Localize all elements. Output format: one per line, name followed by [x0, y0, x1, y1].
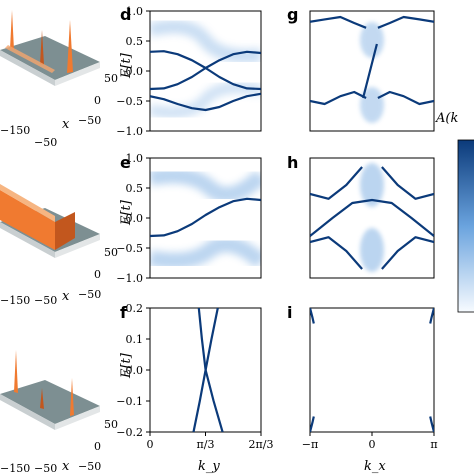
y-tick-label: 1.0	[126, 5, 144, 18]
band-line-h-4	[381, 236, 434, 270]
band-line-f-1	[197, 308, 224, 432]
band-line-g-0	[310, 15, 367, 29]
band-line-d-2	[150, 92, 261, 112]
axis-label-energy: E[t]	[119, 52, 134, 79]
band-line-h-0	[310, 198, 434, 237]
panel-label-d: d	[120, 5, 131, 24]
y-tick-label: −1.0	[116, 272, 143, 285]
band-line-i-2	[429, 416, 434, 432]
axis-label-energy: E[t]	[119, 199, 134, 226]
y-tick-label: −0.5	[116, 242, 143, 255]
tick-label: −50	[78, 460, 101, 473]
y-tick-label: 0.1	[126, 333, 144, 346]
panel-label-g: g	[287, 5, 298, 24]
band-line-h-2	[381, 166, 434, 200]
band-line-h-3	[310, 236, 363, 270]
tick-label: 0	[94, 94, 101, 107]
panel-frame-g	[309, 10, 435, 132]
panel-label-e: e	[120, 153, 131, 172]
band-line-i-0	[310, 416, 315, 432]
tick-label: 0	[94, 440, 101, 453]
band-line-i-1	[310, 308, 315, 324]
y-tick-label: 0.2	[126, 302, 144, 315]
band-line-g-3	[377, 90, 434, 106]
x-tick-label: π	[430, 438, 437, 451]
axis-label-energy: E[t]	[119, 352, 134, 379]
tick-label: −50	[78, 288, 101, 301]
x-tick-label: 0	[147, 438, 154, 451]
colorbar	[457, 139, 474, 313]
axis-label-x: x	[62, 117, 70, 132]
tick-label: 0	[94, 268, 101, 281]
axis-label-kx: k_x	[364, 459, 386, 474]
colorbar-label: A(k	[435, 111, 458, 126]
tick-label: −150	[0, 462, 30, 474]
x-tick-label: 2π/3	[249, 438, 274, 451]
y-tick-label: −1.0	[116, 125, 143, 138]
band-line-g-1	[377, 15, 434, 29]
surface-plot-bottom: 50 0 −50 −150 −50 x	[0, 350, 118, 474]
tick-label: −50	[34, 294, 57, 307]
axis-label-ky: k_y	[198, 459, 220, 474]
x-tick-label: −π	[302, 438, 318, 451]
x-tick-label: 0	[369, 438, 376, 451]
y-tick-label: −0.1	[116, 395, 143, 408]
y-tick-label: 1.0	[126, 152, 144, 165]
y-tick-label: −0.2	[116, 426, 143, 439]
x-tick-label: π/3	[197, 438, 215, 451]
panel-label-i: i	[287, 303, 292, 322]
surface-plot-middle: 50 0 −50 −150 −50 x	[0, 184, 118, 307]
spectral-spread-e	[150, 167, 261, 269]
tick-label: 50	[104, 246, 118, 259]
panel-frame-i	[309, 307, 435, 433]
band-line-g-2	[310, 90, 367, 106]
surface-plot-top: 50 0 −50 −150 −50 x	[0, 10, 118, 149]
panel-label-h: h	[287, 153, 298, 172]
tick-label: 50	[104, 72, 118, 85]
spectral-spread-d	[150, 19, 261, 119]
y-tick-label: 0.0	[126, 65, 144, 78]
spectral-spread-g	[360, 22, 384, 123]
tick-label: −50	[34, 462, 57, 474]
band-line-e-0	[150, 197, 261, 238]
y-tick-label: 0.0	[126, 364, 144, 377]
tick-label: −50	[78, 114, 101, 127]
tick-label: −150	[0, 294, 30, 307]
panel-label-f: f	[120, 303, 128, 322]
y-tick-label: 0.0	[126, 212, 144, 225]
axis-label-x: x	[62, 459, 70, 474]
y-tick-label: −0.5	[116, 95, 143, 108]
tick-label: 50	[104, 418, 118, 431]
tick-label: −50	[34, 136, 57, 149]
tick-label: −150	[0, 124, 30, 137]
band-line-i-3	[429, 308, 434, 324]
axis-label-x: x	[62, 289, 70, 304]
spectral-spread-h	[360, 163, 384, 272]
band-line-h-1	[310, 166, 363, 200]
band-line-g-4	[362, 43, 378, 99]
y-tick-label: 0.5	[126, 182, 144, 195]
panel-frame-h	[309, 157, 435, 279]
band-line-d-1	[150, 50, 261, 91]
y-tick-label: 0.5	[126, 35, 144, 48]
